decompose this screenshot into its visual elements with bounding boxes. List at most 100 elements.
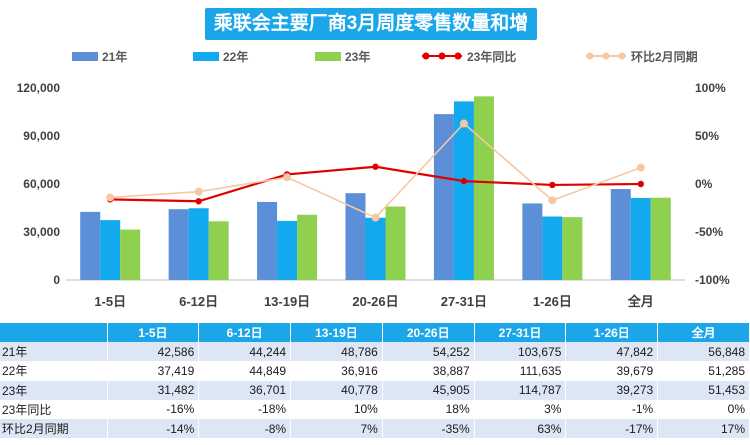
table-cell: 18% (382, 399, 475, 419)
line-23年同比 (110, 165, 641, 203)
bar-23年-1-26日 (562, 217, 583, 280)
point-环比2月同期-20-26日 (371, 213, 380, 222)
bar-23年-全月 (650, 197, 671, 280)
left-axis-tick-label: 90,000 (23, 129, 60, 143)
bar-21年-全月 (610, 189, 631, 280)
table-row-header: 23年 (0, 380, 108, 400)
bar-22年-1-26日 (542, 216, 563, 280)
bar-23年-27-31日 (473, 96, 494, 281)
bar-21年-1-5日 (80, 211, 101, 280)
right-axis-tick-label: -100% (695, 273, 730, 287)
bar-21年-20-26日 (345, 193, 366, 280)
table-column-header: 6-12日 (198, 323, 292, 343)
bar-22年-20-26日 (365, 217, 386, 280)
legend-item: 环比2月同期 (584, 46, 698, 66)
left-axis-tick-label: 120,000 (17, 81, 61, 95)
table-column-header: 20-26日 (382, 323, 475, 343)
table-row-header: 环比2月同期 (0, 418, 108, 439)
table-column-header: 13-19日 (290, 323, 383, 343)
table-cell: 36,916 (290, 361, 383, 381)
bar-23年-1-5日 (120, 229, 141, 280)
table-cell: 7% (290, 418, 383, 439)
table-column-header: 全月 (657, 323, 750, 343)
line-环比2月同期 (110, 122, 642, 219)
table-cell: -14% (107, 418, 200, 439)
combo-chart: 0 30,000 60,000 90,000 120,000 -100% -50% 0% 50%… (17, 81, 730, 309)
legend-item: 23年 (315, 46, 370, 66)
table-row: 21年 42,586 44,244 48,786 54,252 103,675 47,842… (0, 342, 750, 362)
table-cell: 103,675 (474, 342, 567, 362)
table-row: 环比2月同期 -14% -8% 7% -35% 63% -17% 17% (0, 418, 750, 439)
table-cell: 63% (474, 418, 567, 439)
table-cell: 0% (657, 399, 750, 419)
table-cell: 39,273 (565, 380, 659, 400)
bar-21年-1-26日 (522, 203, 543, 280)
data-table: 1-5日 6-12日 13-19日 20-26日 27-31日 1-26日 全月 21年 42… (0, 323, 750, 439)
table-row: 22年 37,419 44,849 36,916 38,887 111,635 39,679… (0, 361, 750, 381)
table-cell: 111,635 (474, 361, 567, 381)
x-axis-tick-label: 13-19日 (264, 294, 310, 309)
table-cell: 31,482 (107, 380, 200, 400)
chart-title: 乘联会主要厂商3月周度零售数量和增速 (205, 8, 537, 66)
table-cell: 45,905 (382, 380, 475, 400)
table-cell: 51,453 (657, 380, 750, 400)
table-corner-cell (0, 323, 108, 343)
x-axis-tick-label: 27-31日 (441, 294, 487, 309)
point-环比2月同期-6-12日 (194, 187, 203, 196)
table-cell: 44,244 (198, 342, 292, 362)
x-axis-tick-label: 20-26日 (352, 294, 398, 309)
point-23年同比-1-26日 (549, 181, 556, 189)
legend-item: 23年同比 (420, 46, 516, 66)
legend-label: 21年 (102, 49, 128, 64)
table-cell: 47,842 (565, 342, 659, 362)
bar-21年-6-12日 (168, 209, 189, 280)
table-body: 21年 42,586 44,244 48,786 54,252 103,675 47,842… (0, 342, 750, 439)
left-axis-tick-label: 60,000 (23, 177, 60, 191)
table-cell: 3% (474, 399, 567, 419)
legend-swatch (193, 51, 219, 61)
bar-23年-6-12日 (208, 221, 229, 280)
table-row-header: 21年 (0, 342, 108, 362)
table-row-header: 23年同比 (0, 399, 108, 419)
table-column-header: 27-31日 (474, 323, 567, 343)
bar-22年-13-19日 (277, 220, 298, 280)
table-cell: 51,285 (657, 361, 750, 381)
table-cell: 39,679 (565, 361, 659, 381)
table-cell: -17% (565, 418, 659, 439)
bar-22年-全月 (630, 197, 651, 280)
legend-line-icon (586, 52, 626, 60)
bar-22年-6-12日 (188, 208, 209, 280)
table-row-header: 22年 (0, 361, 108, 381)
table-header-row: 1-5日 6-12日 13-19日 20-26日 27-31日 1-26日 全月 (0, 323, 750, 343)
legend-item: 22年 (193, 46, 248, 66)
bar-22年-27-31日 (453, 101, 474, 280)
point-环比2月同期-27-31日 (459, 119, 468, 128)
table-cell: 54,252 (382, 342, 475, 362)
right-axis-tick-label: -50% (695, 225, 723, 239)
point-环比2月同期-13-19日 (283, 173, 292, 182)
point-环比2月同期-1-5日 (106, 193, 115, 202)
point-23年同比-6-12日 (195, 198, 202, 205)
table-cell: 17% (657, 418, 750, 439)
table-row: 23年同比 -16% -18% 10% 18% 3% -1% 0% (0, 399, 750, 419)
table-cell: 56,848 (657, 342, 750, 362)
legend-item: 21年 (72, 46, 127, 66)
table-cell: 114,787 (474, 380, 567, 400)
table-cell: -16% (107, 399, 200, 419)
table-cell: -8% (198, 418, 292, 439)
x-axis-tick-label: 1-5日 (94, 294, 126, 309)
point-23年同比-全月 (637, 180, 644, 188)
right-axis-tick-label: 50% (695, 129, 719, 143)
point-23年同比-20-26日 (372, 163, 379, 170)
table-cell: 40,778 (290, 380, 383, 400)
table-cell: -18% (198, 399, 292, 419)
x-axis-tick-label: 1-26日 (533, 294, 572, 309)
point-环比2月同期-1-26日 (548, 196, 557, 205)
bar-22年-1-5日 (100, 220, 121, 280)
table-row: 23年 31,482 36,701 40,778 45,905 114,787 39,273… (0, 380, 750, 400)
right-axis-tick-label: 100% (695, 81, 726, 95)
table-cell: 36,701 (198, 380, 292, 400)
legend-label: 22年 (223, 49, 249, 64)
table-cell: -35% (382, 418, 475, 439)
legend: 21年 22年 23年 23年同比 环比2月同期 (0, 46, 750, 66)
